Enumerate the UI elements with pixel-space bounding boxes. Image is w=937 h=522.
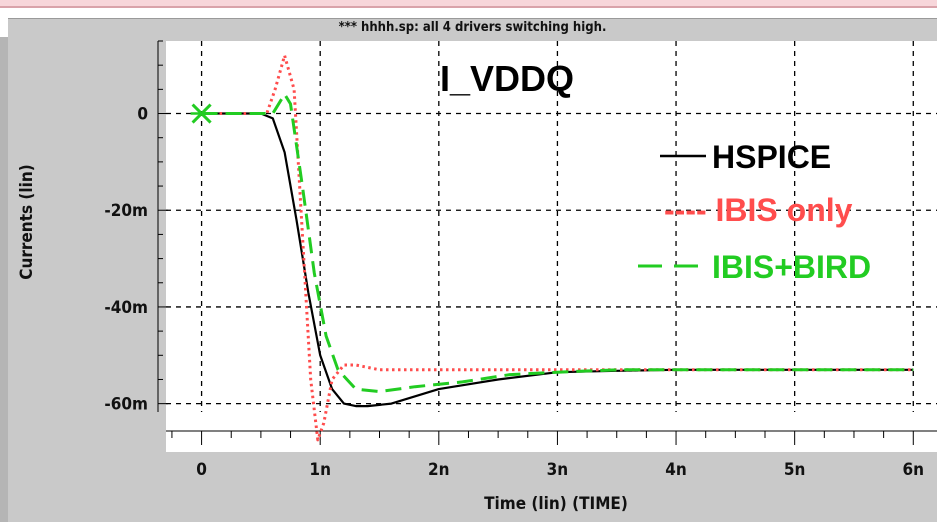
legend-label-hspice: HSPICE [712,139,831,175]
y-tick-label-1: -20m [104,201,148,221]
x-axis-label: Time (lin) (TIME) [484,494,628,514]
window-title-bar: *** hhhh.sp: all 4 drivers switching hig… [8,18,937,38]
start-marker [190,103,213,124]
x-tick-label-6: 6n [903,460,925,480]
plot-background [166,41,937,452]
x-tick-label-1: 1n [309,460,331,480]
x-tick-label-4: 4n [665,460,687,480]
series-line-ibis-bird [201,92,914,394]
window-title: *** hhhh.sp: all 4 drivers switching hig… [338,20,607,35]
y-tick-label-0: 0 [137,105,148,125]
y-axis-label: Currents (lin) [17,164,37,280]
chart: 0 -20m -40m -60m 0 1n 2n 3n 4n 5n 6n Currents (li… [17,40,937,514]
y-tick-label-3: -60m [104,395,148,415]
series-line-hspice [201,112,914,408]
window-top-border [0,0,937,8]
y-tick-label-2: -40m [104,298,148,318]
grid [166,41,937,412]
legend: HSPICE ---- IBIS only IBIS+BIRD [638,139,871,285]
x-tick-label-5: 5n [784,460,806,480]
legend-label-ibis-bird: IBIS+BIRD [712,249,871,285]
x-tick-label-0: 0 [196,460,207,480]
series-line-ibis-only [201,54,914,442]
series [201,54,914,442]
x-tick-label-3: 3n [547,460,569,480]
x-ticks: 0 1n 2n 3n 4n 5n 6n [171,431,925,480]
y-ticks: 0 -20m -40m -60m [104,40,168,415]
plot-frame: 0 -20m -40m -60m 0 1n 2n 3n 4n 5n 6n Currents (li… [0,37,937,522]
axes [157,41,937,432]
chart-title: I_VDDQ [440,58,574,99]
legend-label-ibis-only: ---- IBIS only [664,192,853,228]
x-tick-label-2: 2n [428,460,450,480]
